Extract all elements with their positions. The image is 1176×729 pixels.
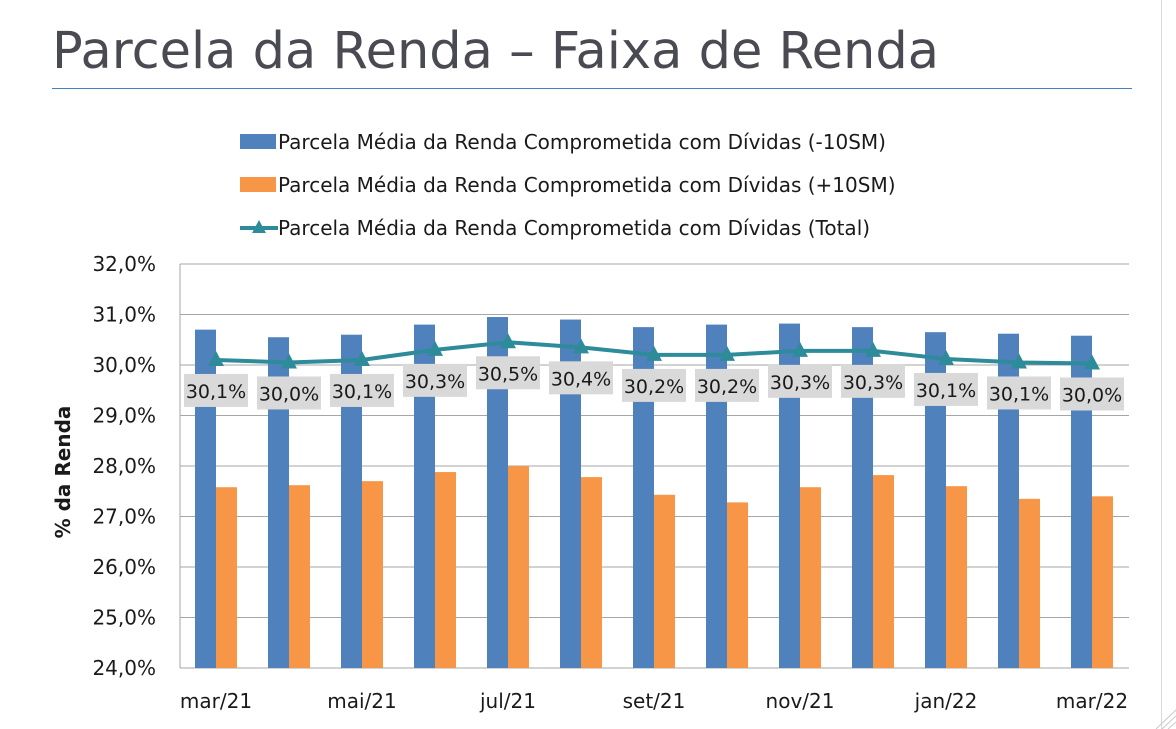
bar-high-income	[946, 486, 967, 668]
data-label: 30,3%	[770, 372, 830, 394]
legend-swatch-high-income	[240, 177, 276, 192]
bar-high-income	[654, 494, 675, 668]
x-tick-label: mar/22	[1056, 689, 1128, 713]
total-series-marker	[500, 333, 516, 349]
data-label-box	[695, 368, 759, 402]
bar-high-income	[800, 487, 821, 668]
total-series-marker	[938, 349, 954, 365]
data-label-box	[257, 376, 321, 410]
slide-title: Parcela da Renda – Faixa de Renda	[52, 22, 939, 81]
bar-high-income	[216, 487, 237, 668]
data-label: 30,1%	[186, 381, 246, 403]
bar-low-income	[852, 327, 873, 668]
legend-label-high-income: Parcela Média da Renda Comprometida com …	[278, 172, 896, 197]
data-label: 30,1%	[989, 383, 1049, 405]
total-series-marker	[865, 341, 881, 357]
data-label: 30,0%	[259, 383, 319, 405]
total-series-marker	[573, 338, 589, 354]
bar-low-income	[268, 337, 289, 668]
y-tick-label: 24,0%	[92, 656, 156, 680]
y-tick-label: 27,0%	[92, 505, 156, 529]
data-label: 30,4%	[551, 368, 611, 390]
chart-legend: Parcela Média da Renda Comprometida com …	[240, 120, 896, 249]
bar-high-income	[1019, 498, 1040, 668]
title-underline	[52, 88, 1132, 89]
data-label: 30,1%	[916, 380, 976, 402]
total-series-marker	[208, 350, 224, 366]
data-label-box	[987, 376, 1051, 410]
y-tick-label: 25,0%	[92, 606, 156, 630]
y-axis-title: % da Renda	[51, 406, 75, 539]
bar-high-income	[435, 472, 456, 668]
legend-item-low-income: Parcela Média da Renda Comprometida com …	[240, 120, 896, 163]
data-label-box	[841, 364, 905, 398]
legend-swatch-low-income	[240, 134, 276, 149]
bar-low-income	[706, 324, 727, 668]
bar-low-income	[1071, 335, 1092, 668]
data-label-box	[1060, 377, 1124, 411]
data-label: 30,2%	[697, 376, 757, 398]
bar-low-income	[341, 334, 362, 668]
data-label-box	[476, 356, 540, 390]
legend-swatch-total	[240, 219, 278, 233]
bar-low-income	[195, 329, 216, 668]
y-tick-label: 26,0%	[92, 555, 156, 579]
slide-corner-decoration	[1155, 709, 1176, 729]
data-label-box	[184, 373, 248, 407]
bar-low-income	[560, 319, 581, 668]
data-label: 30,1%	[332, 381, 392, 403]
x-tick-label: jul/21	[479, 689, 536, 713]
data-label: 30,3%	[843, 372, 903, 394]
data-label: 30,5%	[478, 363, 538, 385]
data-label: 30,3%	[405, 371, 465, 393]
bar-high-income	[289, 485, 310, 668]
x-tick-label: nov/21	[766, 689, 835, 713]
bar-low-income	[925, 332, 946, 668]
total-series-marker	[792, 341, 808, 357]
total-series-marker	[354, 350, 370, 366]
bar-low-income	[414, 324, 435, 668]
x-tick-label: jan/22	[914, 689, 978, 713]
bar-low-income	[633, 327, 654, 668]
bar-high-income	[362, 481, 383, 668]
total-series-marker	[719, 345, 735, 361]
data-label-box	[768, 364, 832, 398]
y-tick-label: 32,0%	[92, 252, 156, 276]
y-tick-label: 30,0%	[92, 353, 156, 377]
data-label-box	[549, 361, 613, 395]
total-series-marker	[1084, 354, 1100, 370]
legend-label-total: Parcela Média da Renda Comprometida com …	[278, 215, 871, 240]
bar-high-income	[1092, 496, 1113, 668]
legend-item-high-income: Parcela Média da Renda Comprometida com …	[240, 163, 896, 206]
data-label-box	[403, 363, 467, 397]
y-tick-label: 31,0%	[92, 303, 156, 327]
bar-low-income	[998, 333, 1019, 668]
bar-high-income	[873, 475, 894, 668]
x-tick-label: mai/21	[327, 689, 396, 713]
data-label-box	[330, 373, 394, 407]
bar-high-income	[727, 502, 748, 668]
slide-edge-divider	[1161, 0, 1162, 729]
bar-low-income	[779, 323, 800, 668]
y-tick-label: 28,0%	[92, 454, 156, 478]
x-tick-label: mar/21	[180, 689, 252, 713]
data-label: 30,0%	[1062, 384, 1122, 406]
bar-high-income	[581, 477, 602, 668]
total-series-marker	[281, 353, 297, 369]
data-label: 30,2%	[624, 376, 684, 398]
y-tick-label: 29,0%	[92, 404, 156, 428]
data-label-box	[622, 368, 686, 402]
data-label-box	[914, 372, 978, 406]
total-series-marker	[427, 340, 443, 356]
bar-high-income	[508, 466, 529, 668]
total-series-marker	[1011, 353, 1027, 369]
legend-item-total: Parcela Média da Renda Comprometida com …	[240, 206, 896, 249]
total-series-marker	[646, 345, 662, 361]
legend-label-low-income: Parcela Média da Renda Comprometida com …	[278, 129, 886, 154]
bar-low-income	[487, 317, 508, 668]
x-tick-label: set/21	[623, 689, 686, 713]
